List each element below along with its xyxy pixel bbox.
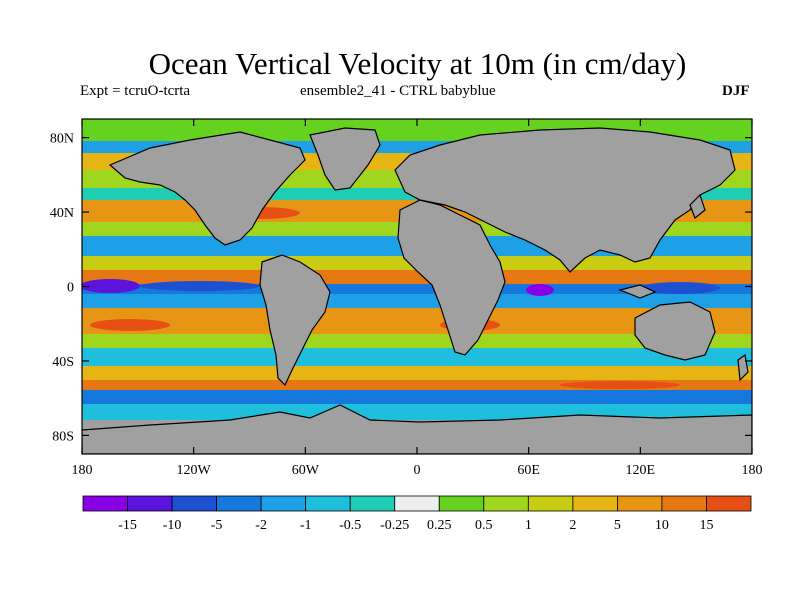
colorbar-label: -2 bbox=[255, 518, 267, 533]
lon-tick-label: 0 bbox=[414, 463, 421, 478]
colorbar-label: -1 bbox=[300, 518, 312, 533]
lat-tick-label: 80S bbox=[52, 429, 74, 444]
colorbar-swatch bbox=[661, 495, 707, 512]
lon-tick-label: 60E bbox=[517, 463, 540, 478]
colorbar-swatch bbox=[483, 495, 529, 512]
colorbar-swatch bbox=[127, 495, 173, 512]
lon-tick-label: 120E bbox=[626, 463, 656, 478]
colorbar-label: 10 bbox=[655, 518, 669, 533]
lat-tick-label: 80N bbox=[50, 132, 74, 147]
colorbar-swatch bbox=[527, 495, 574, 512]
colorbar-label: -5 bbox=[211, 518, 223, 533]
ensemble-label: ensemble2_41 - CTRL babyblue bbox=[300, 83, 496, 99]
land-masses bbox=[82, 127, 752, 454]
colorbar: -15 -10 -5 -2 -1 -0.5 -0.25 0.25 0.5 1 2 5 10 15 bbox=[82, 495, 752, 533]
colorbar-swatch bbox=[349, 495, 396, 512]
colorbar-swatch bbox=[82, 495, 128, 512]
colorbar-label: 5 bbox=[614, 518, 621, 533]
chart-title: Ocean Vertical Velocity at 10m (in cm/da… bbox=[148, 46, 687, 81]
colorbar-swatch bbox=[438, 495, 485, 512]
colorbar-swatch bbox=[171, 495, 217, 512]
lat-axis: 80N 40N 0 40S 80S bbox=[50, 132, 752, 444]
lat-tick-label: 40S bbox=[52, 355, 74, 370]
lon-tick-label: 120W bbox=[177, 463, 212, 478]
lon-tick-label: 180 bbox=[72, 463, 93, 478]
colorbar-swatch bbox=[706, 495, 752, 512]
experiment-label: Expt = tcruO-tcrta bbox=[80, 83, 191, 99]
lon-tick-label: 180 bbox=[742, 463, 763, 478]
colorbar-label: 0.25 bbox=[427, 518, 452, 533]
colorbar-label: -10 bbox=[163, 518, 182, 533]
season-label: DJF bbox=[722, 83, 750, 99]
colorbar-swatch bbox=[394, 495, 440, 512]
colorbar-swatch bbox=[305, 495, 351, 512]
colorbar-swatch bbox=[617, 495, 663, 512]
colorbar-label: -0.25 bbox=[380, 518, 409, 533]
lon-axis: 180 120W 60W 0 60E 120E 180 bbox=[72, 119, 763, 478]
lon-tick-label: 60W bbox=[292, 463, 320, 478]
colorbar-swatch bbox=[572, 495, 618, 512]
colorbar-label: 15 bbox=[699, 518, 713, 533]
colorbar-label: 1 bbox=[525, 518, 532, 533]
lat-tick-label: 0 bbox=[67, 281, 74, 296]
colorbar-label: 0.5 bbox=[475, 518, 493, 533]
colorbar-label: -15 bbox=[118, 518, 137, 533]
colorbar-label: 2 bbox=[569, 518, 576, 533]
colorbar-swatch bbox=[260, 495, 307, 512]
colorbar-label: -0.5 bbox=[339, 518, 361, 533]
colorbar-swatch bbox=[216, 495, 262, 512]
lat-tick-label: 40N bbox=[50, 206, 74, 221]
ocean-field bbox=[82, 119, 752, 454]
